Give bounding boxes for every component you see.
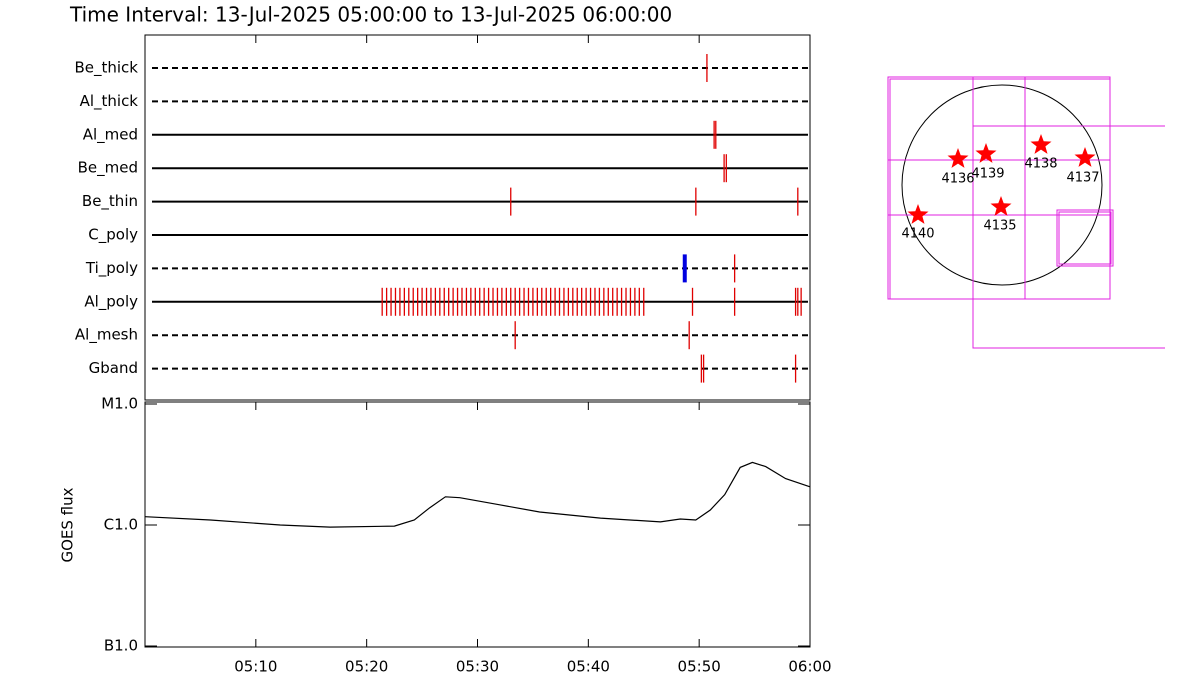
goes-curve <box>144 461 811 528</box>
x-tick-label: 05:10 <box>234 658 277 676</box>
row-label: Al_med <box>83 125 138 144</box>
region-label: 4138 <box>1024 157 1057 172</box>
x-tick-label: 05:50 <box>678 658 721 676</box>
row-label: Ti_poly <box>85 259 138 278</box>
y-axis-label: GOES flux <box>59 487 77 562</box>
row-label: Al_thick <box>80 92 139 111</box>
region-label: 4135 <box>983 219 1016 234</box>
y-tick-label: C1.0 <box>104 516 138 534</box>
region-label: 4136 <box>941 172 974 187</box>
row-label: Al_mesh <box>75 326 138 345</box>
x-tick-label: 05:30 <box>456 658 499 676</box>
region-label: 4140 <box>901 227 934 242</box>
goes-panel <box>144 401 811 648</box>
solar-disk <box>901 84 1103 286</box>
row-label: C_poly <box>88 226 138 245</box>
region-label: 4139 <box>971 167 1004 182</box>
fov-boxes <box>887 76 1165 349</box>
region-star <box>1030 134 1052 154</box>
region-star <box>1074 147 1096 167</box>
row-label: Be_thin <box>82 192 138 211</box>
x-tick-label: 06:00 <box>788 658 831 676</box>
region-star <box>975 143 997 163</box>
row-label: Gband <box>89 359 138 377</box>
region-label: 4137 <box>1066 171 1099 186</box>
row-label: Be_med <box>78 159 138 178</box>
region-star <box>907 204 929 224</box>
y-tick-label: M1.0 <box>101 395 138 413</box>
y-tick-label: B1.0 <box>104 637 138 655</box>
region-star <box>947 148 969 168</box>
x-tick-label: 05:20 <box>345 658 388 676</box>
region-star <box>990 196 1012 216</box>
filter-panel <box>144 34 811 401</box>
title: Time Interval: 13-Jul-2025 05:00:00 to 1… <box>69 3 672 27</box>
x-tick-label: 05:40 <box>567 658 610 676</box>
row-label: Al_poly <box>84 292 138 311</box>
row-label: Be_thick <box>74 59 138 78</box>
